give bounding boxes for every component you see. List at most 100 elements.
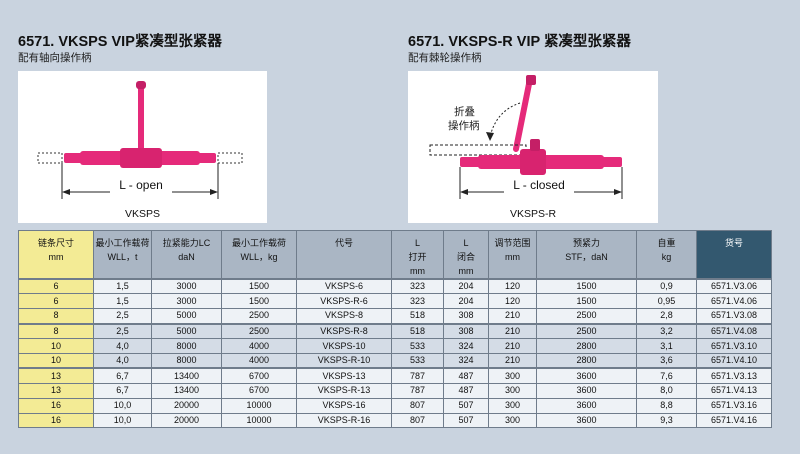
table-cell: 5000 — [151, 322, 222, 340]
table-cell: 120 — [488, 278, 537, 295]
table-cell: 210 — [488, 322, 537, 340]
header-text: mm — [410, 266, 425, 276]
table-cell: 3000 — [151, 293, 222, 310]
table-cell: 13 — [18, 367, 94, 384]
table-cell: VKSPS-R-6 — [296, 293, 392, 310]
table-cell: 2,5 — [93, 308, 152, 325]
header-text: 闭合 — [456, 252, 475, 262]
table-cell: 6700 — [221, 382, 297, 399]
table-row: 10 4,0 8000 4000 VKSPS-10 533 324 210 2800 3,1 657… — [18, 338, 772, 354]
header-text: mm — [48, 252, 64, 262]
product-title-vksps: 6571. VKSPS VIP紧凑型张紧器 — [18, 34, 222, 50]
axial-handle — [138, 81, 144, 153]
col-stf: 预紧力 STF，daN — [536, 230, 637, 280]
table-cell: 787 — [391, 367, 444, 384]
table-cell: 13400 — [151, 382, 222, 399]
table-header-row: 链条尺寸 mm 最小工作载荷 WLL，t 拉紧能力LC daN 最小工作载荷 WLL，kg 代号… — [18, 230, 772, 280]
table-row: 6 1,5 3000 1500 VKSPS-R-6 323 204 120 1500 0,95 65… — [18, 293, 772, 310]
table-cell: 6571.V3.06 — [696, 278, 772, 295]
table-cell: 120 — [488, 293, 537, 310]
table-cell: 6,7 — [93, 382, 152, 399]
table-cell: 10000 — [221, 412, 297, 429]
table-cell: 16 — [18, 412, 94, 429]
table-cell: 3,1 — [636, 338, 697, 354]
callout-fold-line2: 操作柄 — [448, 119, 480, 132]
table-cell: 533 — [391, 352, 444, 369]
table-cell: 0,9 — [636, 278, 697, 295]
col-wll-kg: 最小工作载荷 WLL，kg — [221, 230, 297, 280]
table-cell: 2500 — [536, 308, 637, 325]
table-cell: 6571.V3.16 — [696, 397, 772, 414]
table-row: 16 10,0 20000 10000 VKSPS-16 807 507 300 3600 8,8… — [18, 397, 772, 414]
table-cell: 1500 — [221, 278, 297, 295]
header-text: 最小工作载荷 — [231, 238, 286, 248]
table-cell: 518 — [391, 308, 444, 325]
table-cell: VKSPS-R-16 — [296, 412, 392, 429]
table-cell: 787 — [391, 382, 444, 399]
header-text: 预紧力 — [572, 238, 600, 248]
header-text: L — [414, 238, 420, 248]
table-cell: 300 — [488, 397, 537, 414]
table-cell: 3600 — [536, 412, 637, 429]
table-cell: 6571.V4.16 — [696, 412, 772, 429]
table-cell: 323 — [391, 293, 444, 310]
table-cell: 308 — [443, 322, 489, 340]
col-weight: 自重 kg — [636, 230, 697, 280]
table-cell: 4000 — [221, 338, 297, 354]
spec-table: 链条尺寸 mm 最小工作载荷 WLL，t 拉紧能力LC daN 最小工作载荷 WLL，kg 代号… — [18, 230, 772, 429]
table-cell: 8000 — [151, 352, 222, 369]
table-cell: 3,2 — [636, 322, 697, 340]
table-cell: 3600 — [536, 382, 637, 399]
table-cell: 1500 — [221, 293, 297, 310]
table-row: 6 1,5 3000 1500 VKSPS-6 323 204 120 1500 0,9 6571.… — [18, 278, 772, 295]
table-cell: 487 — [443, 367, 489, 384]
table-row: 8 2,5 5000 2500 VKSPS-8 518 308 210 2500 2,8 6571.… — [18, 308, 772, 325]
col-wll-t: 最小工作载荷 WLL，t — [93, 230, 152, 280]
ratchet-handle — [513, 76, 533, 152]
table-cell: 3,6 — [636, 352, 697, 369]
table-cell: 204 — [443, 293, 489, 310]
table-cell: 6571.V4.06 — [696, 293, 772, 310]
table-cell: 807 — [391, 397, 444, 414]
table-cell: 5000 — [151, 308, 222, 325]
table-row: 8 2,5 5000 2500 VKSPS-R-8 518 308 210 2500 3,2 657… — [18, 322, 772, 340]
table-cell: 507 — [443, 412, 489, 429]
table-cell: VKSPS-13 — [296, 367, 392, 384]
table-cell: 2,5 — [93, 322, 152, 340]
header-text: 打开 — [408, 252, 427, 262]
table-cell: 0,95 — [636, 293, 697, 310]
header-text: STF，daN — [565, 252, 608, 262]
table-cell: VKSPS-6 — [296, 278, 392, 295]
table-cell: 210 — [488, 352, 537, 369]
table-cell: 4,0 — [93, 338, 152, 354]
caption-vksps: VKSPS — [124, 208, 161, 220]
dimension-label-closed: L - closed — [513, 178, 565, 192]
header-text: daN — [178, 252, 195, 262]
header-text: 自重 — [657, 238, 676, 248]
diagram-vksps-r: 折叠 操作柄 L - closed VKSPS-R — [408, 71, 658, 223]
table-cell: 10,0 — [93, 412, 152, 429]
table-cell: 518 — [391, 322, 444, 340]
table-body: 6 1,5 3000 1500 VKSPS-6 323 204 120 1500 0,9 6571.… — [18, 278, 772, 429]
table-cell: VKSPS-8 — [296, 308, 392, 325]
table-cell: 2500 — [536, 322, 637, 340]
table-row: 13 6,7 13400 6700 VKSPS-13 787 487 300 3600 7,6 65… — [18, 367, 772, 384]
table-cell: 6571.V3.08 — [696, 308, 772, 325]
table-cell: 6 — [18, 293, 94, 310]
table-cell: 2500 — [221, 322, 297, 340]
table-cell: 13400 — [151, 367, 222, 384]
table-cell: 16 — [18, 397, 94, 414]
header-text: kg — [661, 252, 672, 262]
table-cell: 6571.V3.13 — [696, 367, 772, 384]
table-cell: 210 — [488, 338, 537, 354]
table-cell: 2800 — [536, 338, 637, 354]
header-text: L — [463, 238, 469, 248]
table-row: 10 4,0 8000 4000 VKSPS-R-10 533 324 210 2800 3,6 6… — [18, 352, 772, 369]
table-cell: 323 — [391, 278, 444, 295]
header-text: 代号 — [334, 238, 353, 248]
product-subtitle-vksps: 配有轴向操作柄 — [18, 52, 92, 64]
table-cell: 6571.V3.10 — [696, 338, 772, 354]
table-cell: 1,5 — [93, 293, 152, 310]
col-article-no: 货号 — [696, 230, 772, 280]
table-cell: 20000 — [151, 397, 222, 414]
